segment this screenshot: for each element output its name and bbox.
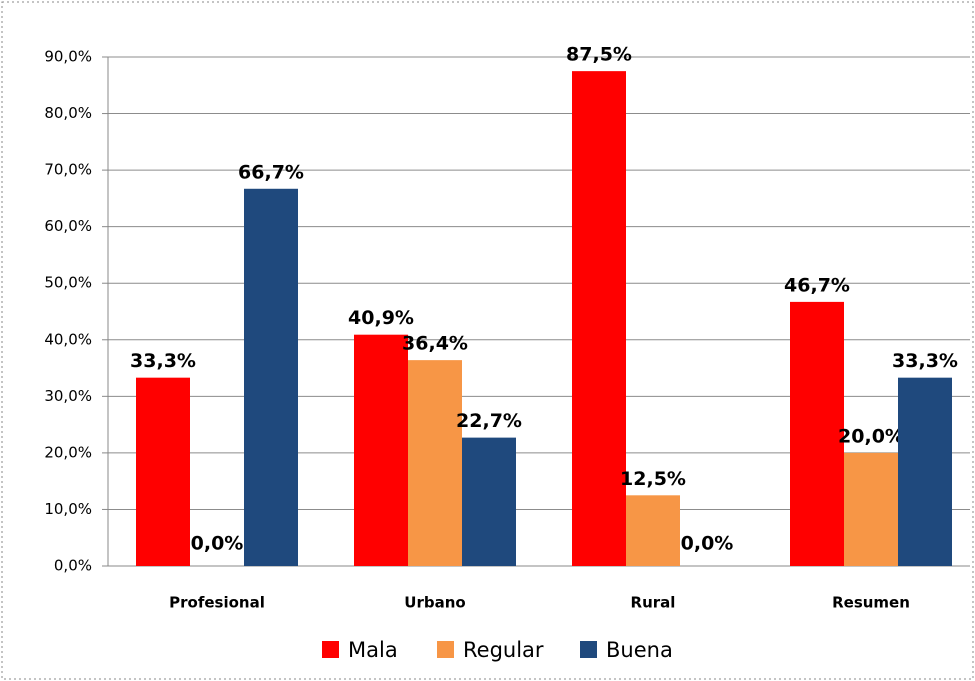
bar (354, 334, 408, 566)
value-label: 0,0% (191, 533, 244, 555)
legend-label: Buena (606, 638, 673, 662)
value-label: 22,7% (456, 410, 522, 432)
x-tick-label: Urbano (404, 594, 465, 612)
legend-swatch (580, 641, 597, 658)
y-tick-label: 0,0% (54, 557, 92, 575)
y-tick-label: 30,0% (44, 387, 92, 405)
legend-swatch (437, 641, 454, 658)
bar (244, 188, 298, 566)
legend-swatch (322, 641, 339, 658)
y-tick-label: 80,0% (44, 104, 92, 122)
x-tick-label: Profesional (169, 594, 265, 612)
bar (462, 437, 516, 566)
value-label: 66,7% (238, 161, 304, 183)
value-label: 40,9% (348, 307, 414, 329)
value-label: 46,7% (784, 274, 850, 296)
bar (844, 452, 898, 566)
y-tick-label: 50,0% (44, 274, 92, 292)
bar (898, 377, 952, 566)
y-tick-label: 40,0% (44, 330, 92, 348)
y-tick-label: 70,0% (44, 161, 92, 179)
bar (572, 71, 626, 566)
bar (626, 495, 680, 566)
bar (790, 301, 844, 566)
value-label: 0,0% (681, 533, 734, 555)
legend-label: Mala (348, 638, 398, 662)
y-tick-label: 10,0% (44, 500, 92, 518)
y-tick-label: 20,0% (44, 443, 92, 461)
value-label: 33,3% (130, 350, 196, 372)
bar (408, 360, 462, 566)
value-label: 33,3% (892, 350, 958, 372)
bar (136, 377, 190, 566)
y-tick-label: 90,0% (44, 48, 92, 66)
x-tick-label: Rural (631, 594, 676, 612)
x-tick-label: Resumen (832, 594, 910, 612)
legend-label: Regular (463, 638, 544, 662)
value-label: 87,5% (566, 44, 632, 66)
value-label: 36,4% (402, 333, 468, 355)
value-label: 20,0% (838, 425, 904, 447)
value-label: 12,5% (620, 468, 686, 490)
y-tick-label: 60,0% (44, 217, 92, 235)
